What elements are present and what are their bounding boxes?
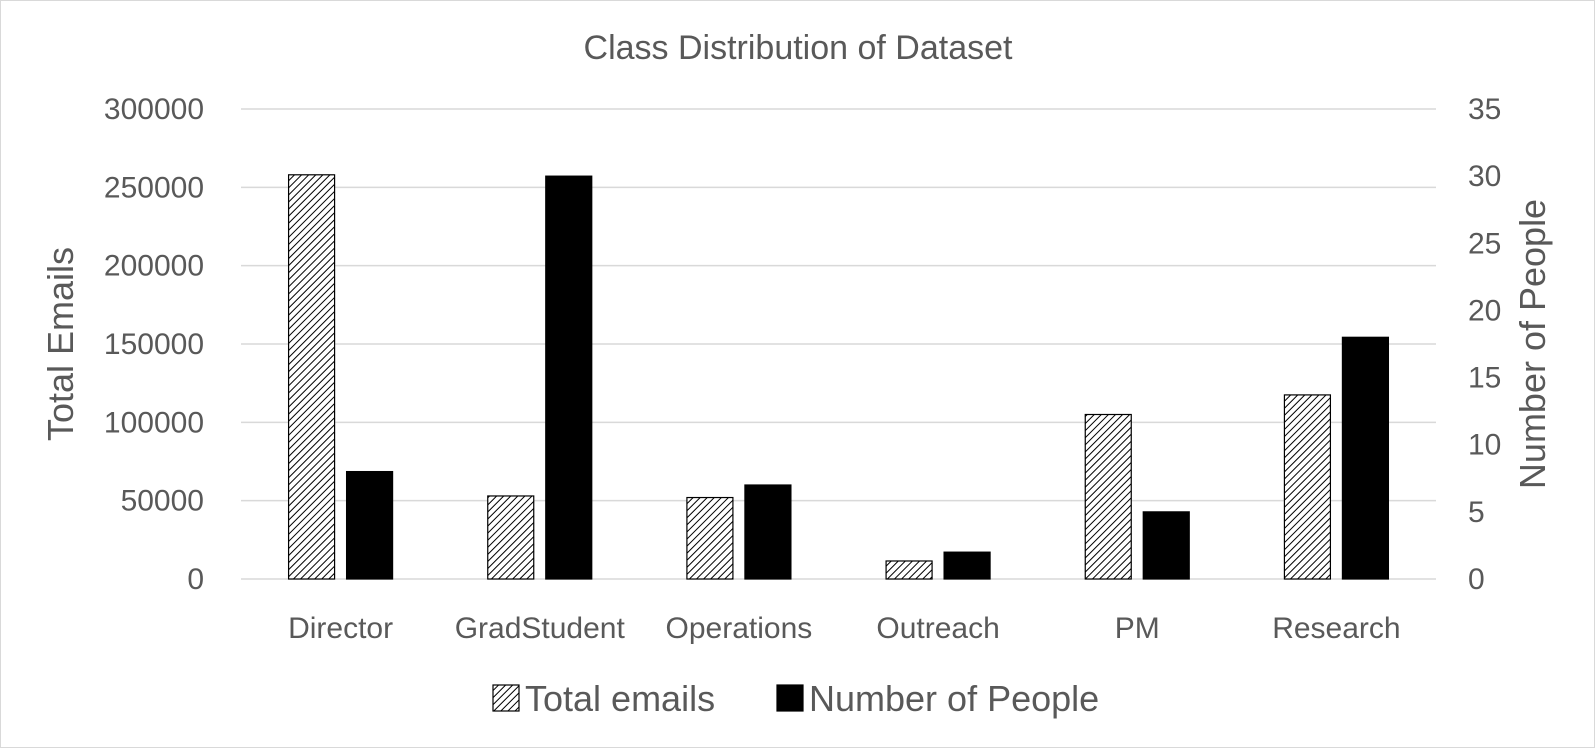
x-tick-label: Director — [288, 612, 393, 645]
y-tick-label: 100000 — [104, 406, 204, 439]
legend-swatch-total-emails — [492, 684, 520, 712]
y2-tick-label: 25 — [1468, 227, 1501, 260]
bar-total-emails-outreach — [885, 560, 933, 580]
y-tick-label: 50000 — [121, 485, 204, 518]
right-axis-ticks: 0 5 10 15 20 25 30 35 — [1468, 93, 1501, 596]
gridlines — [241, 108, 1436, 580]
y2-axis-label: Number of People — [1512, 199, 1553, 489]
y-tick-label: 150000 — [104, 328, 204, 361]
y-axis-label: Total Emails — [40, 247, 81, 441]
bar-number-of-people-director — [345, 470, 394, 580]
bar-number-of-people-operations — [744, 484, 792, 580]
y2-tick-label: 35 — [1468, 93, 1501, 126]
x-tick-label: Outreach — [876, 612, 999, 645]
category-labels: Director GradStudent Operations Outreach PM R… — [288, 612, 1401, 645]
legend-label-total-emails: Total emails — [525, 678, 715, 719]
bar-total-emails-director — [287, 174, 336, 580]
legend: Total emails Number of People — [492, 678, 1099, 719]
y2-tick-label: 10 — [1468, 429, 1501, 462]
y-tick-label: 0 — [187, 563, 204, 596]
y2-tick-label: 0 — [1468, 563, 1485, 596]
left-axis-ticks: 0 50000 100000 150000 200000 250000 300000 — [104, 93, 204, 596]
y2-tick-label: 15 — [1468, 362, 1501, 395]
y2-tick-label: 5 — [1468, 496, 1485, 529]
bar-total-emails-operations — [686, 496, 734, 580]
x-tick-label: Operations — [666, 612, 813, 645]
bar-number-of-people-research — [1341, 336, 1390, 580]
y2-tick-label: 30 — [1468, 160, 1501, 193]
bar-number-of-people-outreach — [943, 551, 991, 580]
bar-total-emails-pm — [1084, 413, 1132, 580]
bar-total-emails-gradstudent — [487, 495, 535, 580]
y2-tick-label: 20 — [1468, 294, 1501, 327]
x-tick-label: Research — [1272, 612, 1400, 645]
legend-label-number-of-people: Number of People — [809, 678, 1099, 719]
legend-swatch-number-of-people — [776, 684, 804, 712]
chart-title: Class Distribution of Dataset — [584, 29, 1014, 67]
y-tick-label: 300000 — [104, 93, 204, 126]
bar-number-of-people-gradstudent — [545, 175, 593, 580]
y-tick-label: 250000 — [104, 171, 204, 204]
y-tick-label: 200000 — [104, 250, 204, 283]
x-tick-label: PM — [1115, 612, 1160, 645]
bar-total-emails-research — [1283, 394, 1332, 580]
bars — [287, 174, 1390, 580]
x-tick-label: GradStudent — [455, 612, 626, 645]
bar-number-of-people-pm — [1142, 511, 1190, 580]
